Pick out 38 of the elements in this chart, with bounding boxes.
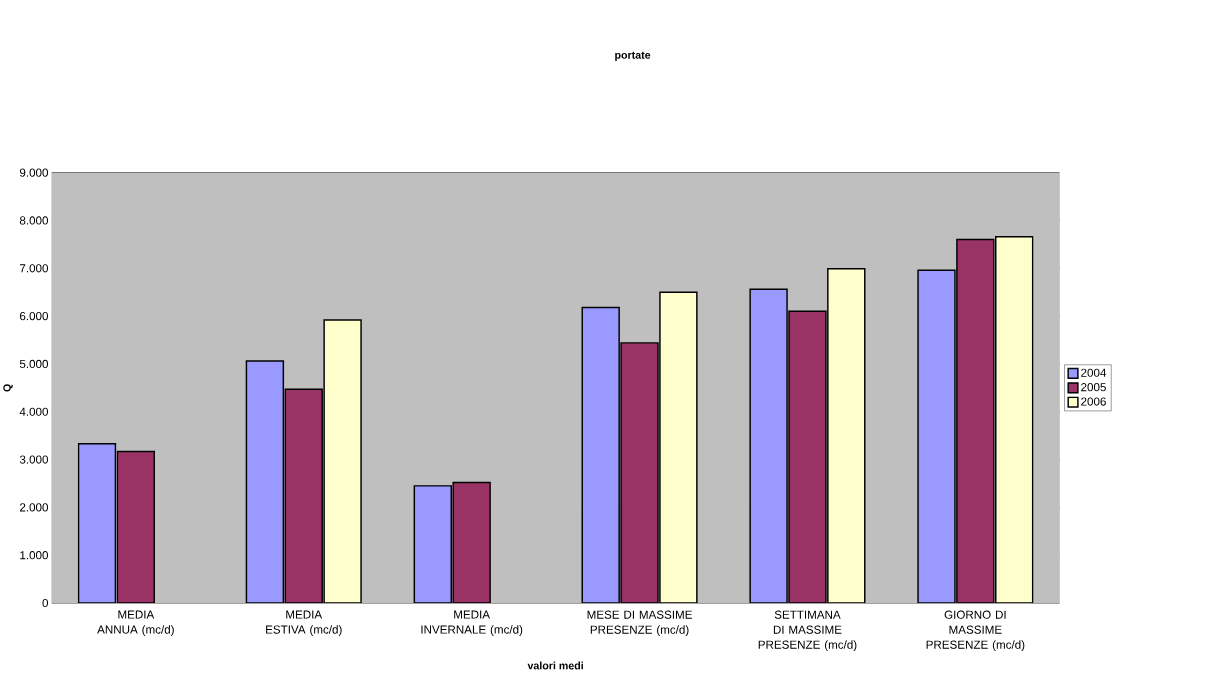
bar — [116, 450, 156, 603]
y-tick-label: 2.000 — [19, 503, 49, 512]
x-axis-title: valori medi — [527, 661, 583, 670]
bar — [452, 481, 491, 603]
y-tick-label: 3.000 — [19, 455, 49, 464]
bar — [620, 342, 659, 603]
bar — [995, 235, 1034, 603]
bar — [749, 288, 788, 603]
y-tick-label: 5.000 — [19, 359, 49, 368]
x-tick-label: SETTIMANA DI MASSIME PRESENZE (mc/d) — [758, 610, 857, 652]
x-tick-label: MESE DI MASSIME PRESENZE (mc/d) — [587, 610, 692, 637]
y-axis-title: Q — [3, 384, 13, 392]
bar — [284, 388, 323, 603]
bar — [245, 360, 285, 603]
bar — [659, 291, 698, 603]
y-tick-label: 7.000 — [20, 264, 49, 273]
x-tick-label: MEDIA ANNUA (mc/d) — [97, 610, 174, 636]
y-tick-label: 4.000 — [19, 407, 49, 416]
y-tick-label: 9.000 — [19, 168, 49, 177]
legend-label: 2005 — [1081, 383, 1106, 392]
bar — [77, 443, 117, 603]
bar — [413, 485, 452, 603]
bar — [788, 310, 827, 603]
legend-label: 2006 — [1081, 397, 1106, 406]
bar — [323, 319, 362, 603]
y-tick-label: 0 — [42, 598, 49, 608]
bar — [917, 269, 956, 603]
bar — [956, 238, 995, 603]
bar — [827, 267, 866, 603]
x-tick-label: MEDIA ESTIVA (mc/d) — [266, 610, 342, 636]
chart-title: portate — [615, 51, 651, 61]
y-tick-label: 6.000 — [20, 311, 49, 321]
y-tick-label: 8.000 — [19, 216, 49, 225]
x-tick-label: MEDIA INVERNALE (mc/d) — [421, 610, 523, 636]
y-tick-label: 1.000 — [20, 551, 49, 560]
x-tick-label: GIORNO DI MASSIME PRESENZE (mc/d) — [926, 610, 1025, 652]
legend-label: 2004 — [1081, 368, 1107, 377]
bar — [581, 306, 620, 603]
